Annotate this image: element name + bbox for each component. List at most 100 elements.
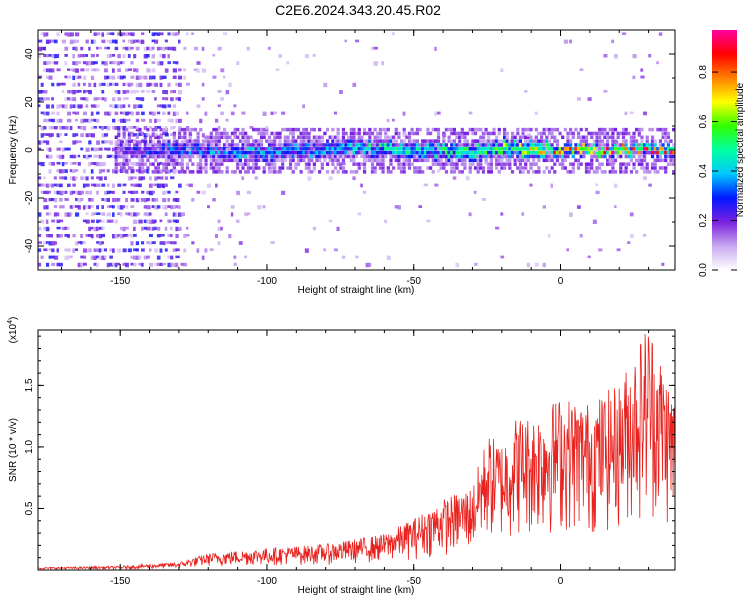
heatmap-cell <box>125 32 130 37</box>
heatmap-cell <box>368 262 372 268</box>
heatmap-cell <box>80 104 83 108</box>
heatmap-cell <box>156 126 162 129</box>
heatmap-cell <box>423 150 427 155</box>
heatmap-cell <box>373 150 377 155</box>
heatmap-cell <box>93 118 97 122</box>
heatmap-cell <box>413 154 417 159</box>
heatmap-cell <box>98 46 102 50</box>
heatmap-cell <box>135 147 141 151</box>
heatmap-cell <box>111 126 115 130</box>
heatmap-cell <box>156 205 161 209</box>
heatmap-cell <box>125 212 129 216</box>
heatmap-cell <box>405 158 409 163</box>
heatmap-cell <box>357 162 361 166</box>
heatmap-cell <box>151 54 156 59</box>
heatmap-cell <box>664 166 668 170</box>
heatmap-cell <box>162 90 165 94</box>
heatmap-cell <box>497 150 501 155</box>
heatmap-cell <box>281 166 285 170</box>
heatmap-cell <box>664 127 668 132</box>
heatmap-cell <box>69 255 73 259</box>
heatmap-cell <box>666 135 670 140</box>
heatmap-cell <box>109 154 114 158</box>
heatmap-cell <box>624 111 628 116</box>
heatmap-cell <box>423 139 427 143</box>
heatmap-cell <box>130 133 135 137</box>
heatmap-cell <box>96 241 100 244</box>
heatmap-cell <box>96 219 100 224</box>
heatmap-cell <box>122 111 127 116</box>
heatmap-cell <box>164 162 169 166</box>
heatmap-cell <box>386 255 391 261</box>
heatmap-cell <box>645 166 649 170</box>
heatmap-cell <box>133 248 138 252</box>
heatmap-cell <box>257 147 261 151</box>
heatmap-cell <box>521 143 525 147</box>
heatmap-cell <box>204 150 208 155</box>
heatmap-cell <box>574 147 578 151</box>
heatmap-cell <box>104 46 108 50</box>
heatmap-cell <box>188 158 192 163</box>
heatmap-cell <box>505 162 509 166</box>
heatmap-cell <box>621 127 626 132</box>
heatmap-cell <box>281 150 285 155</box>
heatmap-cell <box>133 54 137 59</box>
heatmap-cell <box>392 118 395 122</box>
heatmap-cell <box>236 143 240 147</box>
heatmap-cell <box>69 190 73 196</box>
heatmap-cell <box>175 169 179 174</box>
heatmap-cell <box>230 212 234 217</box>
heatmap-cell <box>672 158 675 163</box>
y-tick-label: 1.0 <box>24 440 35 454</box>
heatmap-cell <box>355 147 359 151</box>
heatmap-cell <box>476 127 480 132</box>
heatmap-cell <box>148 190 154 196</box>
heatmap-cell <box>397 205 401 210</box>
heatmap-cell <box>151 226 155 231</box>
heatmap-cell <box>228 154 232 159</box>
heatmap-cell <box>389 150 393 155</box>
heatmap-cell <box>215 234 219 238</box>
heatmap-cell <box>96 262 99 268</box>
heatmap-cell <box>262 150 266 155</box>
heatmap-cell <box>600 139 604 143</box>
heatmap-cell <box>188 133 193 137</box>
heatmap-cell <box>603 135 607 140</box>
heatmap-cell <box>333 166 338 170</box>
heatmap-cell <box>45 68 49 73</box>
heatmap-cell <box>481 166 486 170</box>
heatmap-cell <box>93 97 98 101</box>
heatmap-cell <box>244 143 248 147</box>
heatmap-cell <box>500 139 504 143</box>
heatmap-cell <box>608 147 612 151</box>
heatmap-cell <box>479 154 483 159</box>
heatmap-cell <box>299 143 303 147</box>
heatmap-cell <box>542 127 546 132</box>
heatmap-cell <box>154 183 158 187</box>
heatmap-cell <box>167 234 171 238</box>
heatmap-cell <box>156 140 162 144</box>
heatmap-cell <box>74 133 79 137</box>
heatmap-cell <box>476 147 480 151</box>
heatmap-cell <box>455 154 459 159</box>
heatmap-cell <box>207 147 211 151</box>
heatmap-cell <box>59 183 63 188</box>
heatmap-cell <box>547 139 552 143</box>
heatmap-cell <box>534 162 538 166</box>
heatmap-cell <box>38 90 43 94</box>
heatmap-cell <box>550 158 554 163</box>
heatmap-cell <box>185 111 189 115</box>
heatmap-cell <box>43 68 46 73</box>
heatmap-cell <box>333 135 338 140</box>
heatmap-cell <box>170 262 173 267</box>
heatmap-cell <box>109 111 113 115</box>
heatmap-cell <box>43 111 46 116</box>
heatmap-cell <box>175 82 179 86</box>
heatmap-cell <box>608 154 612 159</box>
heatmap-cell <box>632 131 636 136</box>
heatmap-cell <box>151 127 155 132</box>
heatmap-cell <box>125 111 129 116</box>
heatmap-cell <box>529 143 533 147</box>
heatmap-cell <box>167 118 171 122</box>
heatmap-cell <box>56 104 60 109</box>
